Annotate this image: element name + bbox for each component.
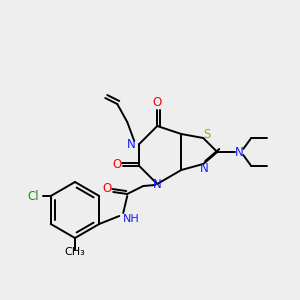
Text: NH: NH (123, 214, 140, 224)
Text: O: O (153, 97, 162, 110)
Text: O: O (103, 182, 112, 196)
Text: S: S (204, 128, 211, 140)
Text: N: N (200, 161, 208, 175)
Text: N: N (127, 137, 136, 151)
Text: CH₃: CH₃ (64, 247, 86, 257)
Text: O: O (112, 158, 122, 170)
Text: N: N (153, 178, 162, 190)
Text: Cl: Cl (27, 190, 39, 202)
Text: N: N (235, 146, 244, 158)
